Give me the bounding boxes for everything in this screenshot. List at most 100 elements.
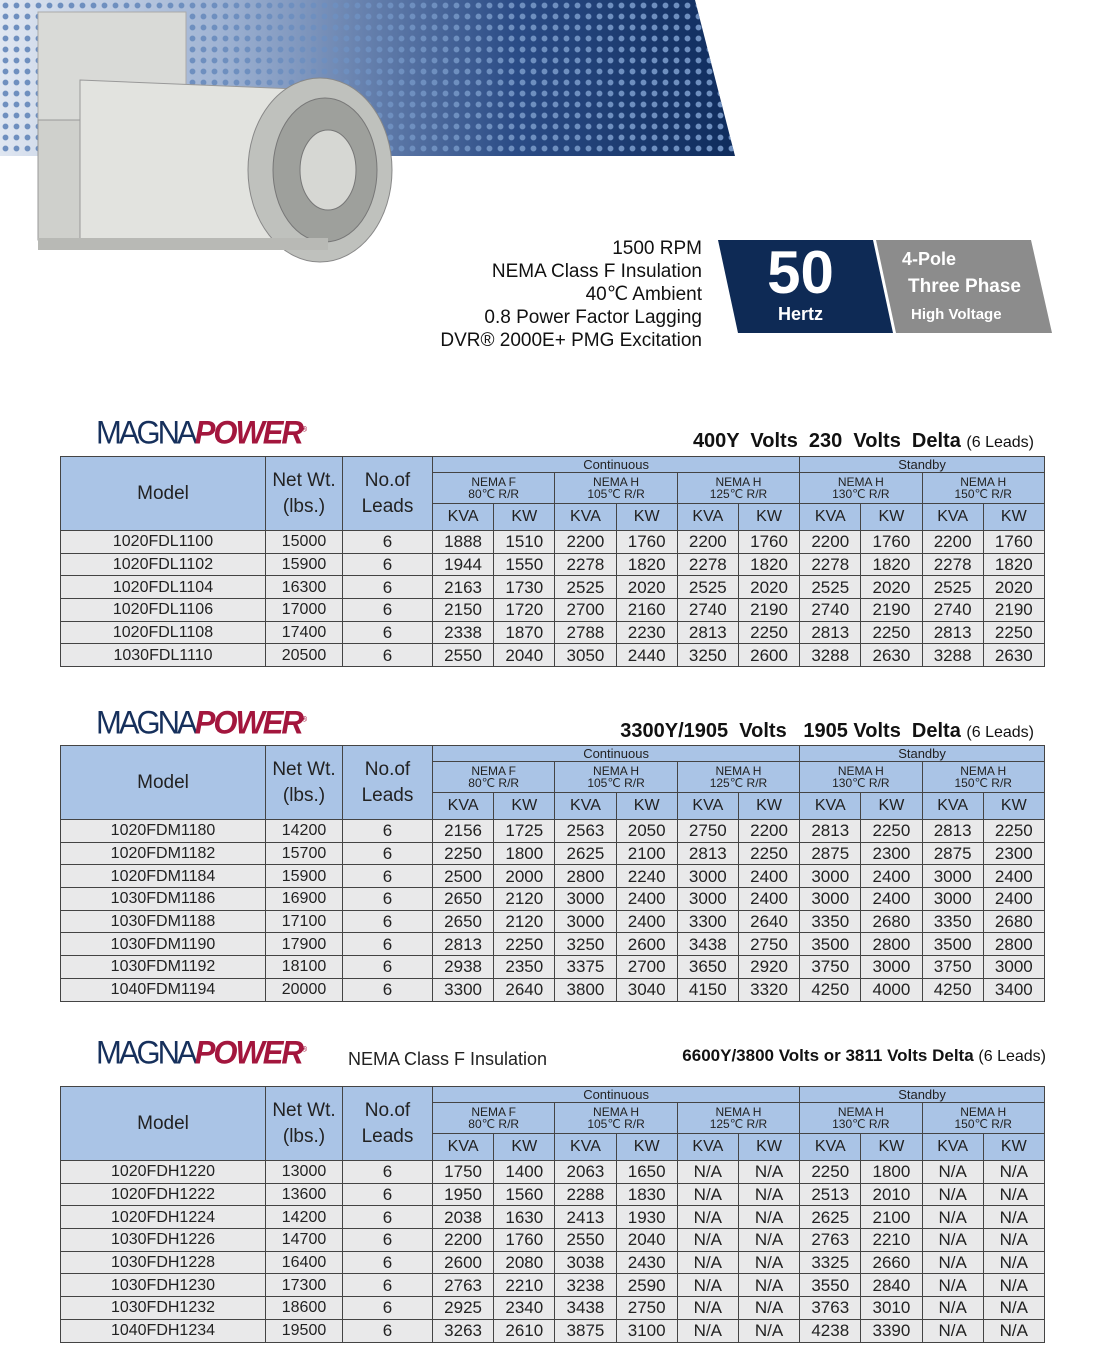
cell-kva: 2813 — [799, 620, 862, 645]
rating-class: NEMA H — [593, 764, 640, 778]
cell-leads: 6 — [342, 1318, 433, 1343]
cell-leads: 6 — [342, 864, 433, 889]
leads-line2: Leads — [361, 495, 414, 517]
cell-kw: N/A — [982, 1250, 1045, 1275]
pole-label: 4-Pole — [902, 249, 957, 269]
cell-kw: 2800 — [982, 932, 1045, 957]
header-rating: NEMA H 125℃ R/R — [676, 1102, 801, 1134]
cell-kw: 2010 — [860, 1182, 923, 1207]
cell-net-weight: 16900 — [265, 887, 343, 911]
cell-kw: 1630 — [493, 1205, 556, 1230]
rating-temp: 125℃ R/R — [709, 1117, 768, 1131]
cell-kva: N/A — [676, 1228, 739, 1252]
header-rating: NEMA H 130℃ R/R — [799, 761, 923, 793]
voltage-label: 3300Y/1905 Volts 1905 Volts Delta — [620, 720, 961, 742]
rating-temp: 125℃ R/R — [709, 776, 768, 790]
header-kva: KVA — [554, 1133, 617, 1161]
cell-kva: 2788 — [554, 620, 617, 645]
cell-model: 1030FDM1188 — [60, 909, 266, 934]
cell-kw: 2120 — [493, 909, 556, 934]
net-weight-line1: Net Wt. — [272, 469, 336, 491]
cell-leads: 6 — [342, 1182, 433, 1207]
cell-kva: 2288 — [554, 1182, 617, 1207]
cell-kw: 1650 — [615, 1160, 678, 1184]
cell-kva: 2200 — [554, 530, 617, 554]
cell-model: 1030FDM1190 — [60, 932, 266, 957]
cell-kva: 3250 — [554, 932, 617, 957]
table-row: 1030FDM1192 18100 6 2938 2350 3375 2700 3650 292… — [60, 955, 1045, 979]
cell-kva: 3263 — [431, 1318, 495, 1343]
header-kw: KW — [493, 792, 556, 820]
cell-kva: 3288 — [799, 643, 862, 668]
rating-temp: 80℃ R/R — [468, 487, 520, 501]
cell-kw: 2020 — [982, 575, 1045, 600]
rating-class: NEMA H — [715, 1105, 762, 1119]
phase-label: Three Phase — [908, 276, 1021, 297]
header-kva: KVA — [799, 503, 862, 531]
net-weight-line2: (lbs.) — [282, 1125, 326, 1147]
cell-kw: 2400 — [982, 887, 1045, 911]
cell-kw: 2640 — [737, 909, 801, 934]
table-row: 1030FDH1232 18600 6 2925 2340 3438 2750 N/A N/A 3… — [60, 1296, 1045, 1320]
cell-kva: 3000 — [921, 887, 984, 911]
cell-kw: 2630 — [982, 643, 1045, 668]
rating-table: Model Net Wt. (lbs.) No.of Leads Continuous St… — [60, 1086, 1045, 1343]
cell-model: 1030FDM1186 — [60, 887, 266, 911]
cell-kva: 3000 — [799, 864, 862, 889]
cell-kw: 1870 — [493, 620, 556, 645]
cell-leads: 6 — [342, 955, 433, 979]
cell-kva: 2625 — [799, 1205, 862, 1230]
rating-class: NEMA H — [960, 475, 1007, 489]
header-kw: KW — [493, 503, 556, 531]
header-rating: NEMA H 105℃ R/R — [554, 1102, 678, 1134]
table-row: 1030FDH1228 16400 6 2600 2080 3038 2430 N/A N/A 3… — [60, 1250, 1045, 1275]
cell-kw: 3400 — [982, 977, 1045, 1002]
cell-kva: 2513 — [799, 1182, 862, 1207]
cell-kw: N/A — [982, 1205, 1045, 1230]
header-standby: Standby — [799, 456, 1045, 473]
cell-kw: 1830 — [615, 1182, 678, 1207]
cell-kva: 2200 — [921, 530, 984, 554]
cell-leads: 6 — [342, 841, 433, 866]
cell-net-weight: 16400 — [265, 1250, 343, 1275]
cell-net-weight: 17300 — [265, 1273, 343, 1298]
cell-kw: 2680 — [982, 909, 1045, 934]
cell-leads: 6 — [342, 643, 433, 668]
cell-net-weight: 17400 — [265, 620, 343, 645]
cell-kva: 2200 — [676, 530, 739, 554]
cell-kva: N/A — [676, 1205, 739, 1230]
cell-model: 1020FDL1106 — [60, 598, 266, 622]
cell-kva: 1944 — [431, 552, 495, 577]
header-kva: KVA — [554, 503, 617, 531]
cell-kva: 3250 — [676, 643, 739, 668]
leads-line1: No.of — [364, 1099, 411, 1121]
cell-kva: 2600 — [431, 1250, 495, 1275]
cell-leads: 6 — [342, 887, 433, 911]
cell-kva: 2813 — [676, 841, 739, 866]
cell-kva: 2525 — [676, 575, 739, 600]
cell-kva: N/A — [921, 1228, 984, 1252]
cell-kva: 2550 — [554, 1228, 617, 1252]
rating-class: NEMA H — [593, 475, 640, 489]
cell-kw: N/A — [982, 1160, 1045, 1184]
logo-magna: MAGNA — [96, 414, 198, 451]
cell-kva: 2038 — [431, 1205, 495, 1230]
rating-table: Model Net Wt. (lbs.) No.of Leads Continuous St… — [60, 456, 1045, 668]
cell-kw: 2210 — [493, 1273, 556, 1298]
header-rating: NEMA H 130℃ R/R — [799, 472, 923, 504]
cell-kva: 2875 — [921, 841, 984, 866]
net-weight-line2: (lbs.) — [282, 495, 326, 517]
cell-kw: 2250 — [860, 819, 923, 843]
cell-kva: 2150 — [431, 598, 495, 622]
cell-kw: 2750 — [737, 932, 801, 957]
cell-net-weight: 17100 — [265, 909, 343, 934]
header-rating: NEMA F 80℃ R/R — [431, 1102, 556, 1134]
cell-kva: 2740 — [799, 598, 862, 622]
rating-class: NEMA H — [960, 764, 1007, 778]
cell-leads: 6 — [342, 977, 433, 1002]
cell-kw: N/A — [737, 1318, 801, 1343]
cell-kva: 2925 — [431, 1296, 495, 1320]
cell-kw: 3100 — [615, 1318, 678, 1343]
cell-net-weight: 13600 — [265, 1182, 343, 1207]
leads-line2: Leads — [361, 1125, 414, 1147]
